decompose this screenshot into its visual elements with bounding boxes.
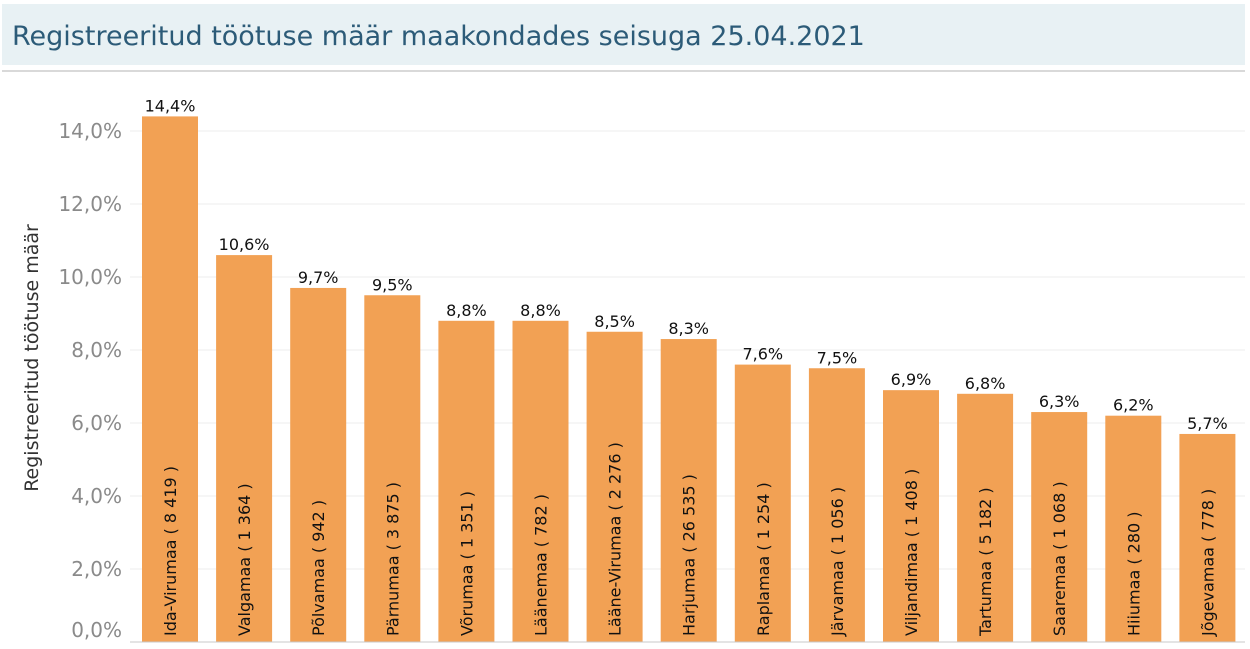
category-label: Harjumaa ( 26 535 ) [680, 474, 699, 636]
y-tick-label: 2,0% [71, 557, 122, 581]
bar [586, 331, 643, 642]
bar [1105, 415, 1162, 642]
y-axis-ticks: 0,0% 2,0% 4,0% 6,0% 8,0% 10,0% 12,0% 14,0% [58, 119, 122, 642]
y-tick-label: 8,0% [71, 338, 122, 362]
bar [1031, 412, 1088, 642]
y-tick-label: 6,0% [71, 411, 122, 435]
bar-value-label: 8,5% [594, 312, 635, 331]
category-label: Pärnumaa ( 3 875 ) [383, 482, 402, 636]
header-divider [2, 70, 1245, 72]
category-label: Põlvamaa ( 942 ) [309, 500, 328, 636]
bar-value-label: 14,4% [145, 96, 196, 115]
bars: 14,4% Ida-Virumaa ( 8 419 ) 10,6% Valgamaa … [142, 96, 1236, 642]
bar-value-label: 8,8% [446, 301, 487, 320]
category-label: Viljandimaa ( 1 408 ) [902, 469, 921, 636]
category-label: Hiiumaa ( 280 ) [1124, 511, 1143, 636]
bar [734, 364, 791, 642]
bar [216, 255, 273, 642]
bar [364, 295, 421, 642]
category-label: Ida-Virumaa ( 8 419 ) [161, 466, 180, 636]
bar-value-label: 10,6% [219, 235, 270, 254]
bar-value-label: 6,3% [1039, 392, 1080, 411]
chart-header: Registreeritud töötuse määr maakondades … [2, 4, 1245, 65]
bar [660, 339, 717, 642]
bar-value-label: 6,2% [1113, 396, 1154, 415]
y-tick-label: 14,0% [58, 119, 122, 143]
bar-value-label: 7,5% [817, 348, 858, 367]
bar-value-label: 6,9% [891, 370, 932, 389]
y-tick-label: 4,0% [71, 484, 122, 508]
bar [512, 320, 569, 642]
bar [808, 368, 865, 642]
category-label: Tartumaa ( 5 182 ) [976, 487, 995, 637]
bar-value-label: 8,3% [668, 319, 709, 338]
bar-value-label: 9,5% [372, 275, 413, 294]
category-label: Järvamaa ( 1 056 ) [828, 487, 847, 637]
category-label: Valgamaa ( 1 364 ) [235, 483, 254, 636]
chart-title: Registreeritud töötuse määr maakondades … [12, 21, 865, 52]
bar [883, 390, 939, 642]
category-label: Võrumaa ( 1 351 ) [457, 491, 476, 636]
category-label: Jõgevamaa ( 778 ) [1198, 489, 1217, 637]
y-tick-label: 12,0% [58, 192, 122, 216]
bar-value-label: 8,8% [520, 301, 561, 320]
bar [1179, 433, 1236, 642]
bar-value-label: 9,7% [298, 268, 339, 287]
bar-value-label: 6,8% [965, 374, 1006, 393]
bar-value-label: 7,6% [742, 345, 783, 364]
y-tick-label: 10,0% [58, 265, 122, 289]
bar [290, 287, 347, 642]
category-label: Raplamaa ( 1 254 ) [754, 482, 773, 636]
y-tick-label: 0,0% [71, 618, 122, 642]
y-axis-label: Registreeritud töötuse määr [21, 224, 43, 492]
bar [438, 320, 495, 642]
bar [142, 116, 198, 642]
category-label: Lääne-Virumaa ( 2 276 ) [606, 442, 625, 636]
bar [957, 393, 1014, 642]
bar-value-label: 5,7% [1187, 414, 1228, 433]
category-label: Läänemaa ( 782 ) [532, 494, 551, 636]
category-label: Saaremaa ( 1 068 ) [1050, 481, 1069, 636]
